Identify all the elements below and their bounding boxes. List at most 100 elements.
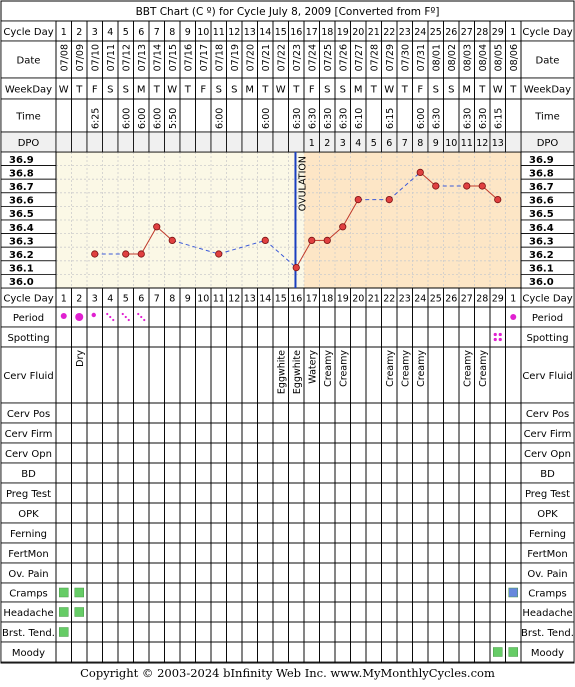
row-label-ferning: Ferning xyxy=(10,529,47,540)
dpo-number: 12 xyxy=(476,138,488,149)
time-label: 6:15 xyxy=(385,108,396,129)
time-label: 5:50 xyxy=(168,108,179,129)
cerv-fluid-label: Creamy xyxy=(416,350,427,387)
row-label-cycle_day: Cycle Day xyxy=(522,294,572,305)
cycle-day-number: 24 xyxy=(414,27,426,38)
time-label: 6:00 xyxy=(416,108,427,129)
cycle-day-number: 18 xyxy=(321,27,333,38)
cycle-day-number: 6 xyxy=(138,294,144,305)
y-tick-label: 36.1 xyxy=(9,264,34,275)
row-label-dpo: DPO xyxy=(537,138,559,149)
cycle-day-number: 6 xyxy=(138,27,144,38)
y-tick-label: 36.5 xyxy=(9,209,34,220)
period-medium-dot xyxy=(91,312,96,318)
temperature-point xyxy=(478,182,486,190)
weekday-label: S xyxy=(231,85,237,96)
row-label-cerv_pos: Cerv Pos xyxy=(7,409,50,420)
time-label: 6:00 xyxy=(152,108,163,129)
time-label: 6:00 xyxy=(214,108,225,129)
period-light-dot xyxy=(127,318,130,322)
row-label-dpo: DPO xyxy=(18,138,40,149)
cerv-fluid-label: Eggwhite xyxy=(292,350,303,394)
y-tick-label: 36.7 xyxy=(529,182,554,193)
date-label: 08/06 xyxy=(509,44,520,71)
cycle-day-number: 13 xyxy=(244,27,256,38)
date-label: 07/10 xyxy=(90,44,101,71)
chart-frame xyxy=(0,0,575,664)
date-label: 07/09 xyxy=(75,44,86,71)
weekday-label: T xyxy=(509,85,517,96)
period-light-dot xyxy=(106,312,109,316)
cycle-day-number: 22 xyxy=(383,294,395,305)
cycle-day-number: 27 xyxy=(461,294,473,305)
row-label-brst_tend: Brst. Tend. xyxy=(521,628,574,639)
cycle-day-number: 16 xyxy=(290,294,302,305)
period-heavy-dot xyxy=(60,313,67,319)
y-tick-label: 36.1 xyxy=(529,264,554,275)
cerv-fluid-label: Creamy xyxy=(385,350,396,387)
cerv-fluid-label: Creamy xyxy=(323,350,334,387)
cycle-day-number: 29 xyxy=(492,294,504,305)
cycle-day-number: 7 xyxy=(154,294,160,305)
cycle-day-number: 19 xyxy=(337,27,349,38)
date-label: 07/20 xyxy=(245,44,256,71)
cramps-marker xyxy=(74,587,84,598)
y-tick-label: 36.2 xyxy=(529,250,554,261)
row-label-time: Time xyxy=(15,112,40,123)
row-label-spotting: Spotting xyxy=(526,333,568,344)
temperature-point xyxy=(463,182,471,190)
date-label: 07/28 xyxy=(369,44,380,71)
y-tick-label: 36.2 xyxy=(9,250,34,261)
row-label-opk: OPK xyxy=(537,509,558,520)
grid-cell xyxy=(210,131,227,153)
dpo-number: 13 xyxy=(492,138,504,149)
date-label: 07/27 xyxy=(354,44,365,71)
y-tick-label: 36.6 xyxy=(9,196,34,207)
grid-cell xyxy=(505,641,522,663)
date-label: 08/01 xyxy=(431,44,442,71)
temperature-point xyxy=(91,250,99,258)
weekday-label: T xyxy=(292,85,300,96)
cycle-day-number: 22 xyxy=(383,27,395,38)
cycle-day-number: 19 xyxy=(337,294,349,305)
date-label: 07/16 xyxy=(183,44,194,71)
temperature-point xyxy=(308,236,316,244)
cycle-day-number: 4 xyxy=(107,27,113,38)
date-label: 07/22 xyxy=(276,44,287,71)
cycle-day-number: 15 xyxy=(275,294,287,305)
cycle-day-number: 28 xyxy=(476,294,488,305)
cycle-day-number: 8 xyxy=(169,27,175,38)
time-label: 6:30 xyxy=(307,108,318,129)
row-label-cycle_day: Cycle Day xyxy=(3,294,53,305)
cycle-day-number: 5 xyxy=(123,27,129,38)
dpo-number: 10 xyxy=(445,138,457,149)
row-label-cell xyxy=(520,40,575,79)
row-label-weekday: WeekDay xyxy=(5,85,52,96)
row-label-cramps: Cramps xyxy=(528,589,567,600)
cycle-day-number: 1 xyxy=(61,27,67,38)
date-label: 07/08 xyxy=(59,44,70,71)
spotting-dot xyxy=(498,337,502,342)
weekday-label: T xyxy=(153,85,161,96)
cycle-day-number: 3 xyxy=(92,27,98,38)
weekday-label: S xyxy=(107,85,113,96)
chart-title: BBT Chart (C º) for Cycle July 8, 2009 [… xyxy=(136,6,440,18)
row-label-fertmon: FertMon xyxy=(8,549,48,560)
time-label: 6:30 xyxy=(462,108,473,129)
cycle-day-number: 18 xyxy=(321,294,333,305)
row-label-bd: BD xyxy=(21,469,36,480)
date-label: 07/13 xyxy=(137,44,148,71)
date-label: 07/11 xyxy=(106,44,117,71)
cycle-day-number: 12 xyxy=(228,27,240,38)
row-label-cell xyxy=(520,346,575,404)
row-label-period: Period xyxy=(532,313,563,324)
y-tick-label: 36.6 xyxy=(529,196,554,207)
cycle-day-number: 28 xyxy=(476,27,488,38)
grid-cell xyxy=(257,131,274,153)
weekday-label: S xyxy=(448,85,454,96)
cramps-marker xyxy=(508,587,518,598)
period-light-dot xyxy=(109,315,112,319)
date-label: 08/05 xyxy=(493,44,504,71)
cycle-day-number: 1 xyxy=(510,27,516,38)
grid-cell xyxy=(505,131,522,153)
